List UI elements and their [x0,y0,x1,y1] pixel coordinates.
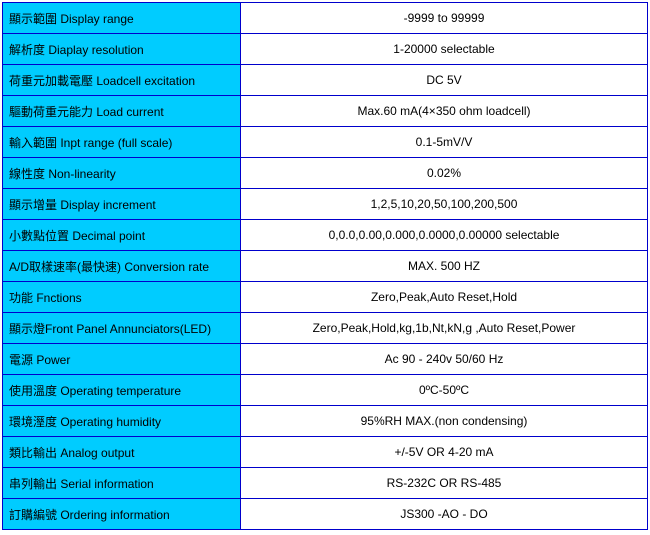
row-label: 驅動荷重元能力 Load current [3,96,241,127]
row-value: JS300 -AO - DO [241,499,648,530]
row-label: 功能 Fnctions [3,282,241,313]
row-label: 使用溫度 Operating temperature [3,375,241,406]
table-row: 串列輸出 Serial informationRS-232C OR RS-485 [3,468,648,499]
table-row: 線性度 Non-linearity0.02% [3,158,648,189]
row-value: DC 5V [241,65,648,96]
row-label: A/D取樣速率(最快速) Conversion rate [3,251,241,282]
row-value: 0ºC-50ºC [241,375,648,406]
table-row: 小數點位置 Decimal point0,0.0,0.00,0.000,0.00… [3,220,648,251]
row-label: 線性度 Non-linearity [3,158,241,189]
row-value: Max.60 mA(4×350 ohm loadcell) [241,96,648,127]
row-value: 0,0.0,0.00,0.000,0.0000,0.00000 selectab… [241,220,648,251]
row-label: 電源 Power [3,344,241,375]
table-row: 顯示燈Front Panel Annunciators(LED)Zero,Pea… [3,313,648,344]
table-row: 訂購編號 Ordering informationJS300 -AO - DO [3,499,648,530]
table-row: 驅動荷重元能力 Load currentMax.60 mA(4×350 ohm … [3,96,648,127]
row-value: +/-5V OR 4-20 mA [241,437,648,468]
table-row: 環境溼度 Operating humidity95%RH MAX.(non co… [3,406,648,437]
row-value: -9999 to 99999 [241,3,648,34]
row-value: 0.1-5mV/V [241,127,648,158]
row-label: 訂購編號 Ordering information [3,499,241,530]
row-label: 小數點位置 Decimal point [3,220,241,251]
table-row: 功能 FnctionsZero,Peak,Auto Reset,Hold [3,282,648,313]
spec-table-body: 顯示範圍 Display range-9999 to 99999 解析度 Dia… [3,3,648,530]
table-row: 輸入範圍 Inpt range (full scale)0.1-5mV/V [3,127,648,158]
table-row: 解析度 Diaplay resolution1-20000 selectable [3,34,648,65]
row-label: 串列輸出 Serial information [3,468,241,499]
table-row: 使用溫度 Operating temperature0ºC-50ºC [3,375,648,406]
table-row: 顯示範圍 Display range-9999 to 99999 [3,3,648,34]
row-label: 荷重元加載電壓 Loadcell excitation [3,65,241,96]
row-label: 類比輸出 Analog output [3,437,241,468]
table-row: 荷重元加載電壓 Loadcell excitationDC 5V [3,65,648,96]
row-label: 顯示範圍 Display range [3,3,241,34]
row-label: 解析度 Diaplay resolution [3,34,241,65]
row-label: 顯示燈Front Panel Annunciators(LED) [3,313,241,344]
row-label: 環境溼度 Operating humidity [3,406,241,437]
row-value: 0.02% [241,158,648,189]
row-label: 輸入範圍 Inpt range (full scale) [3,127,241,158]
row-value: Zero,Peak,Hold,kg,1b,Nt,kN,g ,Auto Reset… [241,313,648,344]
row-value: 1,2,5,10,20,50,100,200,500 [241,189,648,220]
row-value: Zero,Peak,Auto Reset,Hold [241,282,648,313]
row-value: RS-232C OR RS-485 [241,468,648,499]
table-row: 電源 PowerAc 90 - 240v 50/60 Hz [3,344,648,375]
table-row: 顯示增量 Display increment1,2,5,10,20,50,100… [3,189,648,220]
row-value: 95%RH MAX.(non condensing) [241,406,648,437]
table-row: 類比輸出 Analog output+/-5V OR 4-20 mA [3,437,648,468]
spec-table: 顯示範圍 Display range-9999 to 99999 解析度 Dia… [2,2,648,530]
row-value: MAX. 500 HZ [241,251,648,282]
row-value: 1-20000 selectable [241,34,648,65]
table-row: A/D取樣速率(最快速) Conversion rateMAX. 500 HZ [3,251,648,282]
row-value: Ac 90 - 240v 50/60 Hz [241,344,648,375]
row-label: 顯示增量 Display increment [3,189,241,220]
